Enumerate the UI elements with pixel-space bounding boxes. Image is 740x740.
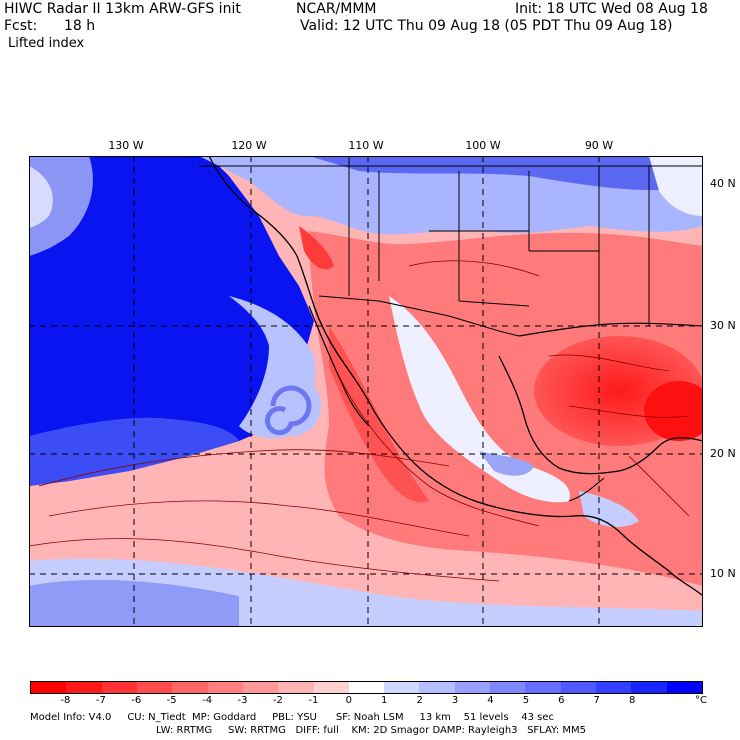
- colorbar-swatch: [101, 682, 137, 693]
- colorbar-tick-label: 4: [487, 695, 494, 706]
- colorbar-swatch: [66, 682, 102, 693]
- cyclone-swirl: [261, 376, 321, 436]
- lat-label: 20 N: [710, 447, 736, 460]
- mexican-plateau: [389, 296, 570, 503]
- baja-coast-strip: [329, 326, 429, 503]
- colorbar-tick-label: -4: [202, 695, 213, 706]
- lon-label: 110 W: [348, 139, 384, 152]
- colorbar-swatch: [172, 682, 208, 693]
- model-info-line1: Model Info: V4.0 CU: N_Tiedt MP: Goddard…: [30, 712, 555, 723]
- colorbar-swatch: [560, 682, 596, 693]
- model-info-line2: LW: RRTMG SW: RRTMG DIFF: full KM: 2D Sm…: [156, 725, 586, 736]
- coastline-gulf: [498, 355, 703, 475]
- colorbar: [30, 681, 703, 694]
- gulf-north-coast: [518, 322, 703, 337]
- map-frame: [29, 156, 703, 627]
- colorbar-swatch: [454, 682, 491, 693]
- lifted-index-map: [29, 156, 703, 627]
- colorbar-unit: °C: [695, 695, 707, 706]
- colorbar-tick-label: -3: [237, 695, 248, 706]
- colorbar-tick-label: 5: [522, 695, 530, 706]
- south-stable-core: [29, 579, 239, 627]
- colorbar-swatch: [666, 682, 702, 693]
- pacific-stable-region: [29, 156, 314, 486]
- colorbar-tick-label: -1: [308, 695, 319, 706]
- colorbar-tick-label: 6: [558, 695, 565, 706]
- colorbar-swatch: [278, 682, 314, 693]
- colorbar-tick-label: -7: [95, 695, 106, 706]
- colorbar-swatch: [136, 682, 173, 693]
- colorbar-tick-label: -5: [166, 695, 177, 706]
- coastline-pacific: [208, 156, 703, 597]
- colorbar-tick-label: 7: [593, 695, 600, 706]
- init-time: Init: 18 UTC Wed 08 Aug 18: [515, 1, 708, 17]
- colorbar-tick-label: -8: [60, 695, 71, 706]
- colorbar-swatch: [207, 682, 243, 693]
- colorbar-swatch: [313, 682, 349, 693]
- lifted-index-contours: [29, 260, 690, 582]
- colorbar-tick-label: 8: [628, 695, 636, 706]
- colorbar-swatch: [525, 682, 561, 693]
- colorbar-swatch: [242, 682, 279, 693]
- colorbar-tick-label: 2: [416, 695, 423, 706]
- org-label: NCAR/MMM: [296, 1, 377, 17]
- colorbar-swatch: [348, 682, 385, 693]
- colorbar-swatch: [596, 682, 632, 693]
- forecast-hour: 18 h: [64, 18, 96, 34]
- forecast-label: Fcst:: [4, 18, 38, 34]
- model-title: HIWC Radar II 13km ARW-GFS init: [4, 1, 241, 17]
- baja-coastline: [308, 305, 370, 427]
- colorbar-swatch: [631, 682, 667, 693]
- colorbar-tick-label: 3: [451, 695, 459, 706]
- lon-label: 120 W: [231, 139, 267, 152]
- colorbar-swatch: [31, 682, 67, 693]
- lon-label: 130 W: [108, 139, 144, 152]
- field-name: Lifted index: [8, 36, 85, 51]
- political-borders: [199, 156, 703, 502]
- lat-label: 40 N: [710, 177, 736, 190]
- colorbar-swatch: [490, 682, 526, 693]
- colorbar-tick-label: 1: [381, 695, 388, 706]
- lat-label: 10 N: [710, 567, 736, 580]
- colorbar-tick-label: 0: [345, 695, 352, 706]
- lon-label: 100 W: [465, 139, 501, 152]
- colorbar-tick-label: -2: [272, 695, 283, 706]
- valid-time: Valid: 12 UTC Thu 09 Aug 18 (05 PDT Thu …: [300, 18, 673, 34]
- colorbar-swatch: [419, 682, 455, 693]
- lat-label: 30 N: [710, 319, 736, 332]
- colorbar-swatch: [384, 682, 420, 693]
- lon-label: 90 W: [584, 139, 614, 152]
- colorbar-tick-label: -6: [131, 695, 142, 706]
